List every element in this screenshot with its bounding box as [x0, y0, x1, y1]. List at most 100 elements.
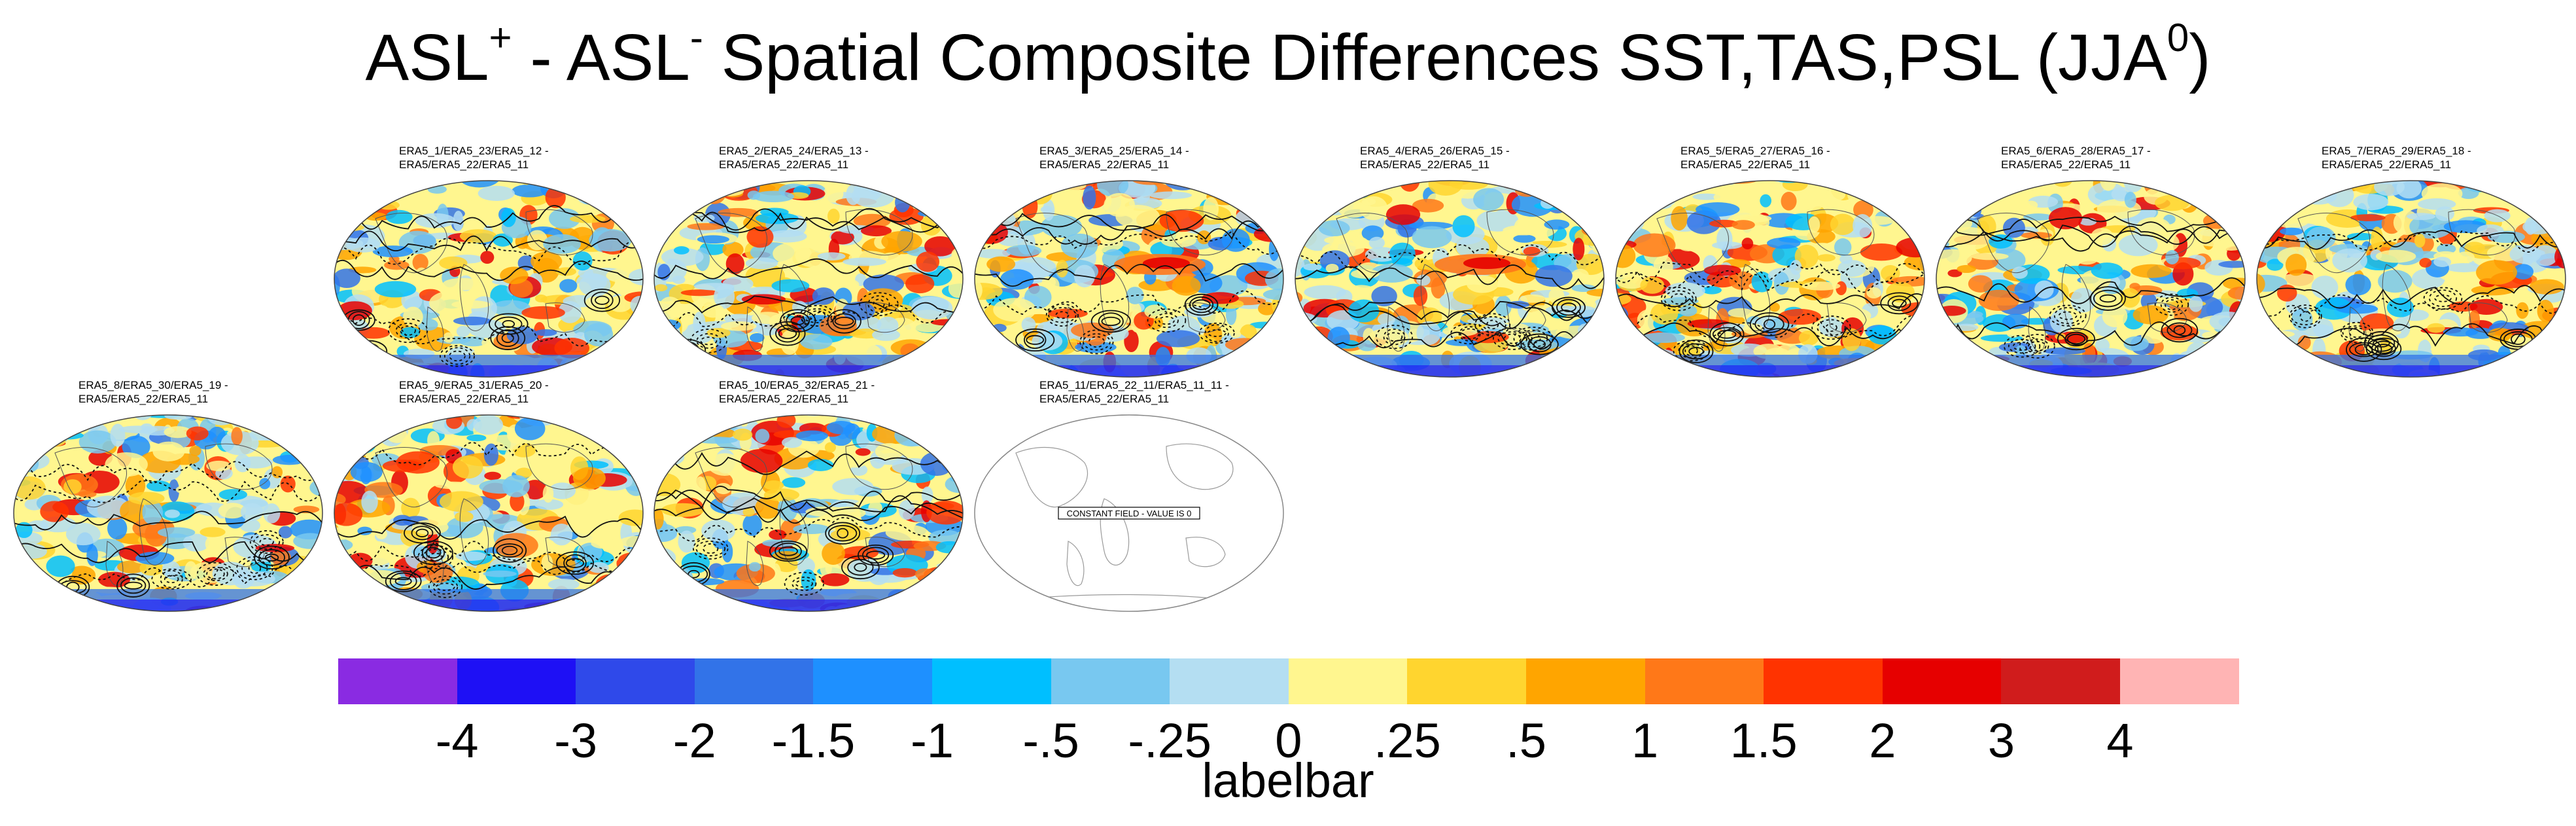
- labelbar-color-box: [1407, 658, 1526, 704]
- labelbar-color-box: [2001, 658, 2120, 704]
- composite-map: [653, 414, 964, 612]
- labelbar-tick-label: 1: [1631, 713, 1659, 768]
- map-plot-area: [9, 407, 327, 614]
- labelbar-tick-label: .5: [1506, 713, 1546, 768]
- composite-map: [1295, 180, 1605, 378]
- map-plot-area: [1611, 173, 1929, 380]
- labelbar-tick-label: -.5: [1022, 713, 1079, 768]
- labelbar-tick-label: 0: [1275, 713, 1302, 768]
- composite-map: [334, 180, 644, 378]
- panel-caption: ERA5_5/ERA5_27/ERA5_16 - ERA5/ERA5_22/ERA…: [1680, 144, 1830, 171]
- panel-caption-line2: ERA5/ERA5_22/ERA5_11: [1039, 393, 1170, 405]
- labelbar-tick-label: .25: [1373, 713, 1441, 768]
- panel-caption: ERA5_3/ERA5_25/ERA5_14 - ERA5/ERA5_22/ERA…: [1039, 144, 1189, 171]
- map-panel: ERA5_6/ERA5_28/ERA5_17 - ERA5/ERA5_22/ERA…: [1932, 144, 2250, 380]
- page-title: ASL+ - ASL- Spatial Composite Difference…: [0, 18, 2576, 97]
- panel-caption-line2: ERA5/ERA5_22/ERA5_11: [1680, 158, 1811, 171]
- panel-caption-line1: ERA5_9/ERA5_31/ERA5_20 -: [399, 379, 549, 391]
- labelbar-color-box: [931, 658, 1051, 704]
- map-plot-area: [650, 173, 967, 380]
- map-plot-area: CONSTANT FIELD - VALUE IS 0: [970, 407, 1288, 614]
- map-panel: ERA5_10/ERA5_32/ERA5_21 - ERA5/ERA5_22/ER…: [650, 378, 967, 614]
- labelbar-color-box: [1525, 658, 1645, 704]
- panel-caption-line1: ERA5_5/ERA5_27/ERA5_16 -: [1680, 145, 1830, 157]
- labelbar-color-box: [1288, 658, 1408, 704]
- title-text-close: ): [2189, 21, 2211, 94]
- labelbar-color-box: [457, 658, 576, 704]
- map-panel: ERA5_9/ERA5_31/ERA5_20 - ERA5/ERA5_22/ERA…: [330, 378, 648, 614]
- panel-caption-line2: ERA5/ERA5_22/ERA5_11: [2322, 158, 2452, 171]
- map-panel: ERA5_1/ERA5_23/ERA5_12 - ERA5/ERA5_22/ERA…: [330, 144, 648, 380]
- composite-map: [2256, 180, 2566, 378]
- labelbar-tick-labels: -4 -3 -2 -1.5 -1 -.5 -.25 0 .25 .5 1 1.5 2 3 4: [338, 709, 2239, 775]
- labelbar-tick-label: -4: [435, 713, 479, 768]
- labelbar-color-box: [1882, 658, 2002, 704]
- title-text-asl-plus: ASL: [365, 21, 489, 94]
- panel-caption-line2: ERA5/ERA5_22/ERA5_11: [399, 393, 529, 405]
- panel-caption-line1: ERA5_8/ERA5_30/ERA5_19 -: [78, 379, 228, 391]
- composite-map: [1615, 180, 1925, 378]
- constant-field-label: CONSTANT FIELD - VALUE IS 0: [1067, 509, 1192, 518]
- labelbar-color-box: [1764, 658, 1883, 704]
- labelbar-tick-label: -3: [554, 713, 598, 768]
- map-plot-area: [1932, 173, 2250, 380]
- labelbar-color-box: [576, 658, 695, 704]
- title-text-main: Spatial Composite Differences SST,TAS,PS…: [703, 21, 2167, 94]
- panel-caption: ERA5_4/ERA5_26/ERA5_15 - ERA5/ERA5_22/ERA…: [1360, 144, 1510, 171]
- constant-field-map: CONSTANT FIELD - VALUE IS 0: [974, 414, 1284, 612]
- panel-caption: ERA5_7/ERA5_29/ERA5_18 - ERA5/ERA5_22/ERA…: [2322, 144, 2471, 171]
- map-panel: ERA5_11/ERA5_22_11/ERA5_11_11 - ERA5/ERA5…: [970, 378, 1288, 614]
- panel-caption: ERA5_6/ERA5_28/ERA5_17 - ERA5/ERA5_22/ERA…: [2001, 144, 2151, 171]
- labelbar-tick-label: -1.5: [771, 713, 856, 768]
- panel-caption-line2: ERA5/ERA5_22/ERA5_11: [399, 158, 529, 171]
- panel-caption: ERA5_11/ERA5_22_11/ERA5_11_11 - ERA5/ERA5…: [1039, 378, 1229, 406]
- composite-map: [1936, 180, 2246, 378]
- map-plot-area: [2252, 173, 2570, 380]
- panel-caption: ERA5_2/ERA5_24/ERA5_13 - ERA5/ERA5_22/ERA…: [719, 144, 869, 171]
- labelbar-tick-label: 2: [1869, 713, 1896, 768]
- panel-caption-line1: ERA5_2/ERA5_24/ERA5_13 -: [719, 145, 869, 157]
- composite-map: [974, 180, 1284, 378]
- map-panel: ERA5_2/ERA5_24/ERA5_13 - ERA5/ERA5_22/ERA…: [650, 144, 967, 380]
- map-plot-area: [970, 173, 1288, 380]
- labelbar-color-box: [2119, 658, 2239, 704]
- labelbar-tick-label: 3: [1987, 713, 2015, 768]
- panel-caption-line1: ERA5_6/ERA5_28/ERA5_17 -: [2001, 145, 2151, 157]
- labelbar-tick-label: -.25: [1128, 713, 1211, 768]
- map-plot-area: [1291, 173, 1609, 380]
- labelbar-tick-label: 4: [2106, 713, 2134, 768]
- composite-map: [653, 180, 964, 378]
- labelbar-tick-label: -2: [672, 713, 716, 768]
- labelbar-color-boxes: [338, 658, 2239, 704]
- panel-caption-line2: ERA5/ERA5_22/ERA5_11: [1039, 158, 1170, 171]
- panel-caption-line1: ERA5_3/ERA5_25/ERA5_14 -: [1039, 145, 1189, 157]
- panel-caption-line1: ERA5_4/ERA5_26/ERA5_15 -: [1360, 145, 1510, 157]
- panel-caption-line2: ERA5/ERA5_22/ERA5_11: [2001, 158, 2131, 171]
- panel-caption: ERA5_9/ERA5_31/ERA5_20 - ERA5/ERA5_22/ERA…: [399, 378, 549, 406]
- panel-caption-line1: ERA5_7/ERA5_29/ERA5_18 -: [2322, 145, 2471, 157]
- labelbar-color-box: [1051, 658, 1170, 704]
- map-panel: ERA5_3/ERA5_25/ERA5_14 - ERA5/ERA5_22/ERA…: [970, 144, 1288, 380]
- panel-caption: ERA5_8/ERA5_30/ERA5_19 - ERA5/ERA5_22/ERA…: [78, 378, 228, 406]
- map-panel: ERA5_7/ERA5_29/ERA5_18 - ERA5/ERA5_22/ERA…: [2252, 144, 2570, 380]
- panel-caption-line2: ERA5/ERA5_22/ERA5_11: [719, 393, 849, 405]
- title-text-asl-minus: - ASL: [512, 21, 690, 94]
- panel-caption-line2: ERA5/ERA5_22/ERA5_11: [719, 158, 849, 171]
- map-plot-area: [650, 407, 967, 614]
- panel-caption-line2: ERA5/ERA5_22/ERA5_11: [78, 393, 209, 405]
- labelbar-color-box: [1170, 658, 1289, 704]
- title-superscript-plus: +: [489, 16, 512, 60]
- map-panel: ERA5_8/ERA5_30/ERA5_19 - ERA5/ERA5_22/ERA…: [9, 378, 327, 614]
- map-panel: ERA5_5/ERA5_27/ERA5_16 - ERA5/ERA5_22/ERA…: [1611, 144, 1929, 380]
- labelbar-color-box: [813, 658, 932, 704]
- panel-caption: ERA5_1/ERA5_23/ERA5_12 - ERA5/ERA5_22/ERA…: [399, 144, 549, 171]
- labelbar-title: labelbar: [1202, 753, 1374, 808]
- panel-caption-line1: ERA5_11/ERA5_22_11/ERA5_11_11 -: [1039, 379, 1229, 391]
- panel-caption-line2: ERA5/ERA5_22/ERA5_11: [1360, 158, 1490, 171]
- labelbar: -4 -3 -2 -1.5 -1 -.5 -.25 0 .25 .5 1 1.5 2 3 4: [338, 658, 2239, 768]
- composite-map: [13, 414, 323, 612]
- map-panel: ERA5_4/ERA5_26/ERA5_15 - ERA5/ERA5_22/ERA…: [1291, 144, 1609, 380]
- labelbar-color-box: [338, 658, 457, 704]
- labelbar-tick-label: -1: [911, 713, 954, 768]
- labelbar-color-box: [1645, 658, 1764, 704]
